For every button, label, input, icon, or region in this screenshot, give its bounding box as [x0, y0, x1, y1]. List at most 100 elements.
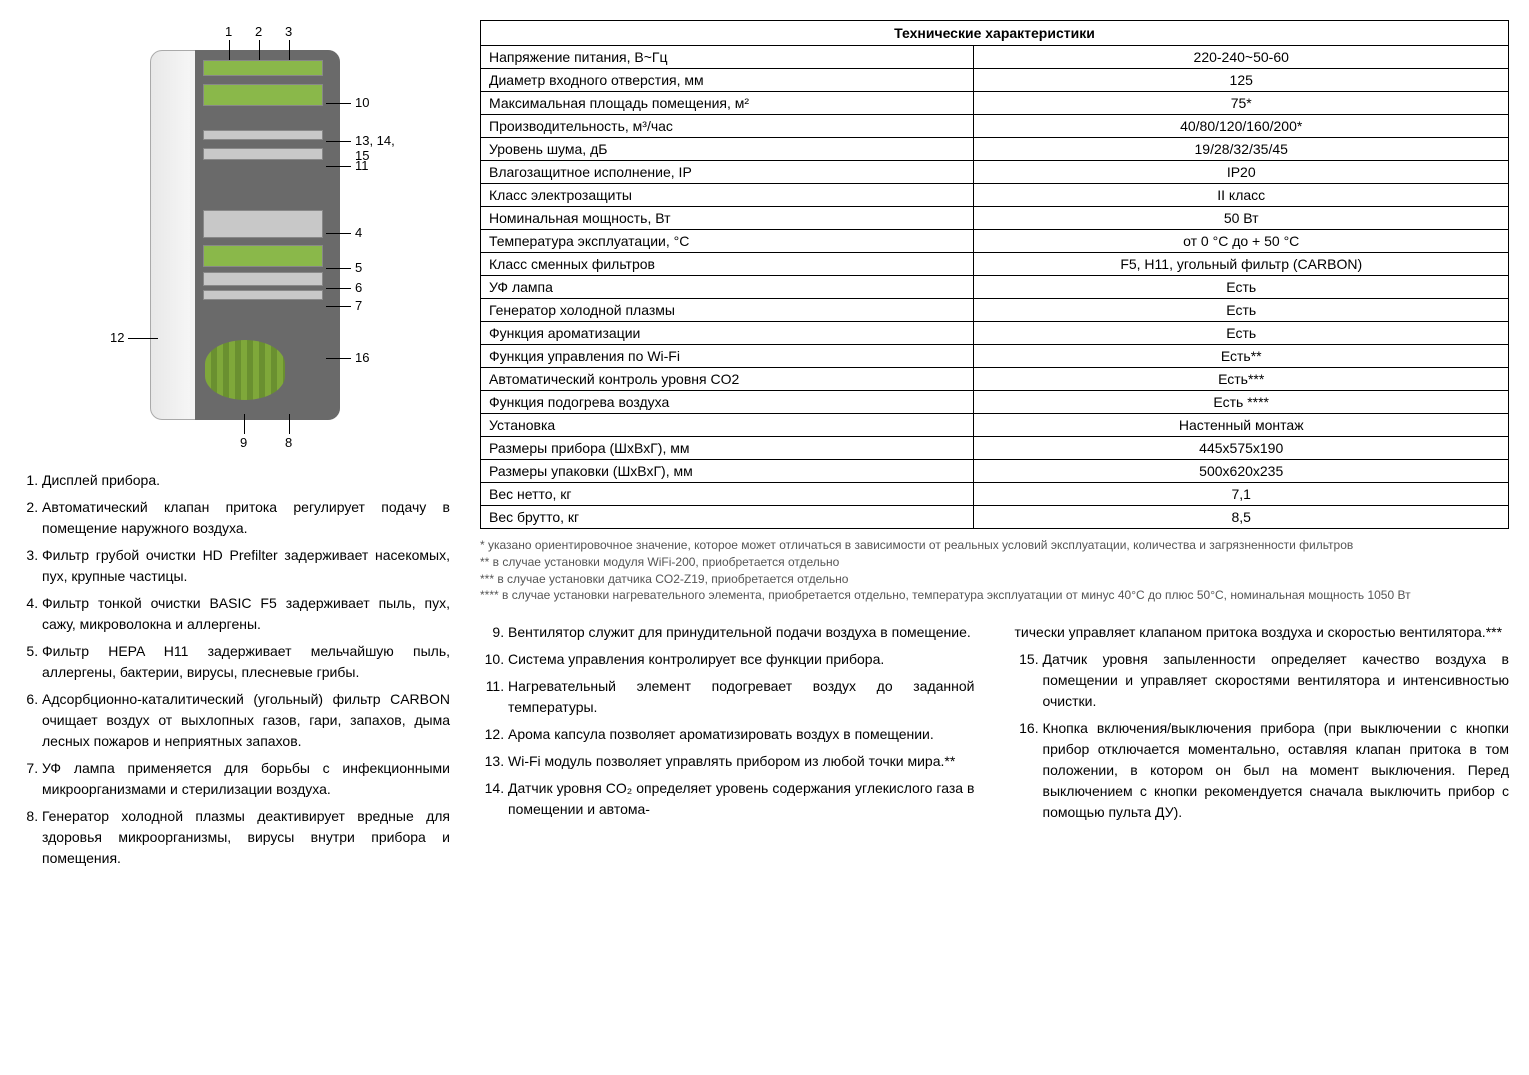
callout-label: 10 — [355, 95, 369, 110]
legend-item: Адсорбционно-каталитический (угольный) ф… — [42, 689, 450, 752]
spec-value: Есть*** — [974, 368, 1509, 391]
spec-param: Уровень шума, дБ — [481, 138, 974, 161]
spec-row: Вес нетто, кг7,1 — [481, 483, 1509, 506]
spec-param: Напряжение питания, В~Гц — [481, 46, 974, 69]
callout-label: 4 — [355, 225, 362, 240]
legend-item: Нагревательный элемент подогревает возду… — [508, 676, 975, 718]
spec-param: Номинальная мощность, Вт — [481, 207, 974, 230]
spec-row: Уровень шума, дБ19/28/32/35/45 — [481, 138, 1509, 161]
legend-item: Система управления контролирует все функ… — [508, 649, 975, 670]
legend-list-15-16: Датчик уровня запыленности определяет ка… — [1015, 649, 1510, 823]
callout-label: 8 — [285, 435, 292, 450]
spec-value: от 0 °C до + 50 °C — [974, 230, 1509, 253]
spec-row: Класс электрозащитыII класс — [481, 184, 1509, 207]
spec-param: УФ лампа — [481, 276, 974, 299]
legend-item: Фильтр грубой очистки HD Prefilter задер… — [42, 545, 450, 587]
spec-row: Влагозащитное исполнение, IPIP20 — [481, 161, 1509, 184]
spec-value: Есть **** — [974, 391, 1509, 414]
device-slot — [203, 84, 323, 106]
legend-item: Кнопка включения/выключения прибора (при… — [1043, 718, 1510, 823]
device-slot — [203, 148, 323, 160]
legend-item: Арома капсула позволяет ароматизировать … — [508, 724, 975, 745]
spec-value: 40/80/120/160/200* — [974, 115, 1509, 138]
spec-param: Размеры упаковки (ШхВхГ), мм — [481, 460, 974, 483]
spec-value: II класс — [974, 184, 1509, 207]
legend-continuation: Вентилятор служит для принудительной под… — [480, 622, 1509, 829]
device-slot — [203, 60, 323, 76]
spec-param: Температура эксплуатации, °C — [481, 230, 974, 253]
legend-item: Вентилятор служит для принудительной под… — [508, 622, 975, 643]
spec-row: Напряжение питания, В~Гц220-240~50-60 — [481, 46, 1509, 69]
legend-item: Фильтр HEPA H11 задерживает мельчайшую п… — [42, 641, 450, 683]
device-slot — [203, 210, 323, 238]
spec-value: 500х620х235 — [974, 460, 1509, 483]
spec-row: УстановкаНастенный монтаж — [481, 414, 1509, 437]
spec-row: Температура эксплуатации, °Cот 0 °C до +… — [481, 230, 1509, 253]
left-column: 1231013, 14, 15114567161298 Дисплей приб… — [20, 20, 450, 875]
legend-item: Дисплей прибора. — [42, 470, 450, 491]
callout-label: 2 — [255, 24, 262, 39]
spec-row: Вес брутто, кг8,5 — [481, 506, 1509, 529]
spec-row: Номинальная мощность, Вт50 Вт — [481, 207, 1509, 230]
legend-col-15-16: тически управляет клапаном притока возду… — [1015, 622, 1510, 829]
footnotes: * указано ориентировочное значение, кото… — [480, 537, 1509, 604]
callout-label: 6 — [355, 280, 362, 295]
legend-item: Датчик уровня запыленности определяет ка… — [1043, 649, 1510, 712]
spec-row: Класс сменных фильтровF5, H11, угольный … — [481, 253, 1509, 276]
callout-label: 7 — [355, 298, 362, 313]
spec-value: 125 — [974, 69, 1509, 92]
spec-value: Есть — [974, 299, 1509, 322]
spec-param: Класс электрозащиты — [481, 184, 974, 207]
spec-value: 8,5 — [974, 506, 1509, 529]
spec-row: Размеры упаковки (ШхВхГ), мм500х620х235 — [481, 460, 1509, 483]
callout-label: 1 — [225, 24, 232, 39]
spec-row: Генератор холодной плазмыЕсть — [481, 299, 1509, 322]
spec-row: Максимальная площадь помещения, м²75* — [481, 92, 1509, 115]
spec-value: 7,1 — [974, 483, 1509, 506]
spec-value: Есть — [974, 276, 1509, 299]
spec-value: 445х575х190 — [974, 437, 1509, 460]
legend-item: Wi-Fi модуль позволяет управлять приборо… — [508, 751, 975, 772]
spec-row: Производительность, м³/час40/80/120/160/… — [481, 115, 1509, 138]
legend-item: Датчик уровня CO₂ определяет уровень сод… — [508, 778, 975, 820]
legend-col-9-14: Вентилятор служит для принудительной под… — [480, 622, 975, 829]
spec-row: Функция ароматизацииЕсть — [481, 322, 1509, 345]
spec-param: Влагозащитное исполнение, IP — [481, 161, 974, 184]
spec-value: Настенный монтаж — [974, 414, 1509, 437]
spec-row: Диаметр входного отверстия, мм125 — [481, 69, 1509, 92]
legend-item: УФ лампа применяется для борьбы с инфекц… — [42, 758, 450, 800]
spec-value: 50 Вт — [974, 207, 1509, 230]
legend-14-continuation: тически управляет клапаном притока возду… — [1015, 622, 1510, 643]
spec-row: УФ лампаЕсть — [481, 276, 1509, 299]
callout-label: 5 — [355, 260, 362, 275]
callout-label: 3 — [285, 24, 292, 39]
footnote-line: ** в случае установки модуля WiFi-200, п… — [480, 554, 1509, 571]
spec-param: Функция подогрева воздуха — [481, 391, 974, 414]
spec-row: Функция подогрева воздухаЕсть **** — [481, 391, 1509, 414]
spec-param: Диаметр входного отверстия, мм — [481, 69, 974, 92]
spec-param: Генератор холодной плазмы — [481, 299, 974, 322]
spec-param: Функция управления по Wi-Fi — [481, 345, 974, 368]
device-slot — [203, 245, 323, 267]
spec-param: Функция ароматизации — [481, 322, 974, 345]
spec-param: Размеры прибора (ШхВхГ), мм — [481, 437, 974, 460]
callout-label: 12 — [110, 330, 124, 345]
spec-value: Есть** — [974, 345, 1509, 368]
right-column: Технические характеристики Напряжение пи… — [480, 20, 1509, 829]
page: 1231013, 14, 15114567161298 Дисплей приб… — [20, 20, 1509, 875]
spec-value: IP20 — [974, 161, 1509, 184]
spec-param: Вес нетто, кг — [481, 483, 974, 506]
device-slot — [203, 130, 323, 140]
spec-param: Установка — [481, 414, 974, 437]
legend-item: Автоматический клапан притока регулирует… — [42, 497, 450, 539]
device-diagram: 1231013, 14, 15114567161298 — [75, 20, 395, 450]
spec-value: 220-240~50-60 — [974, 46, 1509, 69]
spec-value: 75* — [974, 92, 1509, 115]
footnote-line: **** в случае установки нагревательного … — [480, 587, 1509, 604]
spec-table-title: Технические характеристики — [481, 21, 1509, 46]
legend-list-9-14: Вентилятор служит для принудительной под… — [480, 622, 975, 820]
spec-row: Размеры прибора (ШхВхГ), мм445х575х190 — [481, 437, 1509, 460]
footnote-line: * указано ориентировочное значение, кото… — [480, 537, 1509, 554]
spec-param: Автоматический контроль уровня CO2 — [481, 368, 974, 391]
spec-param: Максимальная площадь помещения, м² — [481, 92, 974, 115]
